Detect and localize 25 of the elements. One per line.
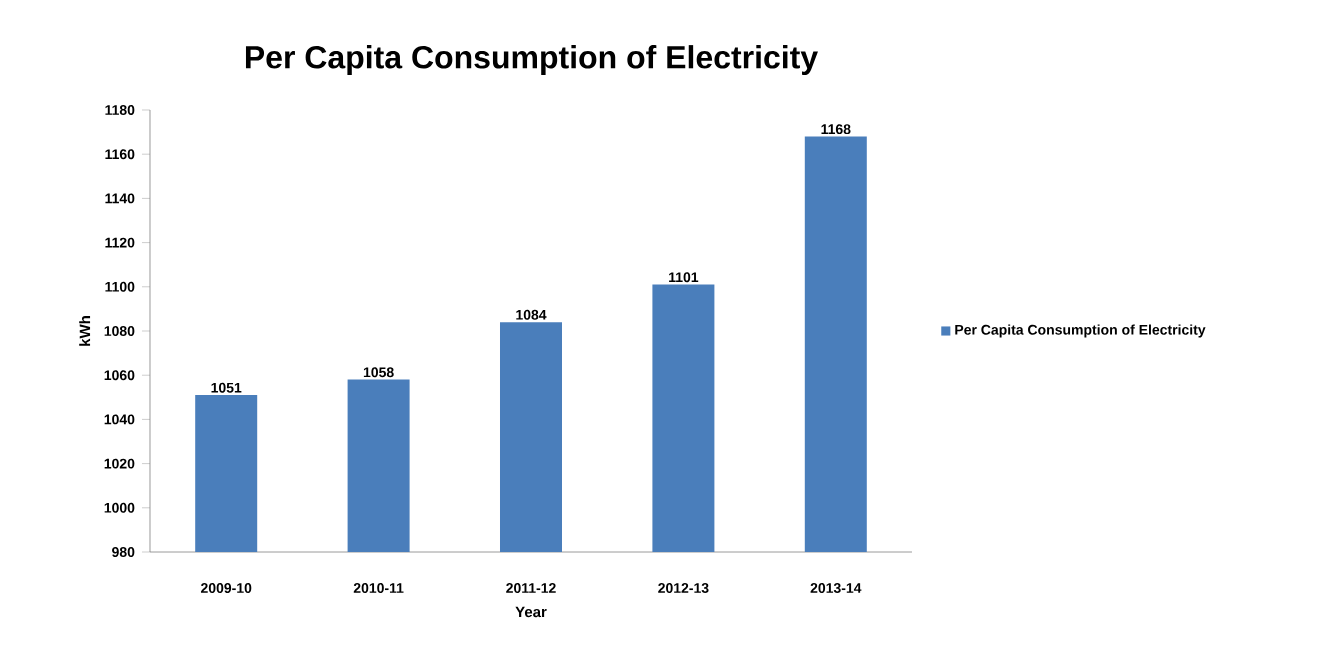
y-tick-label: 1020 <box>104 458 135 469</box>
data-label: 1084 <box>516 309 547 320</box>
y-tick-label: 1160 <box>105 149 135 160</box>
x-tick-label: 2013-14 <box>810 583 862 593</box>
legend-label: Per Capita Consumption of Electricity <box>955 324 1206 338</box>
x-tick-label: 2011-12 <box>506 583 556 593</box>
y-tick-label: 1000 <box>104 502 135 513</box>
x-axis-title: Year <box>515 606 547 618</box>
y-axis-title: kWh <box>79 316 91 346</box>
y-tick-label: 980 <box>112 547 135 557</box>
x-tick-label: 2010-11 <box>353 583 404 593</box>
y-tick-label: 1180 <box>105 105 135 115</box>
y-tick-label: 1060 <box>104 370 135 381</box>
y-tick-label: 1100 <box>105 281 135 292</box>
x-tick-label: 2009-10 <box>200 583 252 593</box>
y-tick-label: 1140 <box>105 193 135 204</box>
y-tick-label: 1080 <box>104 326 135 336</box>
chart-title: Per Capita Consumption of Electricity <box>245 45 818 75</box>
y-tick-label: 1040 <box>104 414 135 425</box>
data-label: 1168 <box>821 124 851 135</box>
x-tick-label: 2012-13 <box>658 583 709 593</box>
data-label: 1051 <box>211 382 242 393</box>
y-tick-label: 1120 <box>105 237 135 248</box>
data-label: 1058 <box>363 367 394 378</box>
data-label: 1101 <box>669 272 699 283</box>
